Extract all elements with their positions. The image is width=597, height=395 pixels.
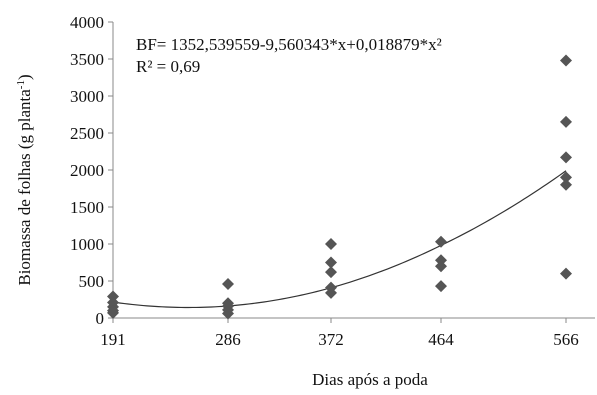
data-point bbox=[325, 256, 337, 269]
x-tick-label: 566 bbox=[553, 330, 579, 349]
data-point bbox=[435, 280, 447, 293]
y-axis-title-close: ) bbox=[15, 74, 34, 80]
x-axis-ticks: 191 286 372 464 566 bbox=[100, 318, 579, 349]
x-axis-title: Dias após a poda bbox=[312, 370, 428, 389]
x-tick-label: 286 bbox=[215, 330, 241, 349]
y-tick-label: 4000 bbox=[70, 13, 104, 32]
x-tick-label: 464 bbox=[428, 330, 454, 349]
y-tick-label: 3000 bbox=[70, 87, 104, 106]
data-points bbox=[107, 54, 572, 320]
data-point bbox=[435, 235, 447, 248]
r-squared-annotation: R² = 0,69 bbox=[136, 57, 200, 76]
x-tick-label: 372 bbox=[318, 330, 344, 349]
data-point bbox=[560, 178, 572, 191]
equation-annotation: BF= 1352,539559-9,560343*x+0,018879*x² bbox=[136, 35, 442, 54]
y-axis-title-superscript: -1 bbox=[15, 80, 27, 89]
data-point bbox=[222, 277, 234, 290]
trend-line bbox=[112, 170, 567, 309]
data-point bbox=[325, 238, 337, 250]
y-tick-label: 1500 bbox=[70, 198, 104, 217]
y-tick-label: 2000 bbox=[70, 161, 104, 180]
data-point bbox=[107, 306, 119, 319]
data-point bbox=[325, 266, 337, 279]
y-axis-ticks: 0 500 1000 1500 2000 2500 3000 3500 4000 bbox=[70, 13, 113, 328]
y-tick-label: 500 bbox=[79, 272, 105, 291]
x-tick-label: 191 bbox=[100, 330, 126, 349]
data-point bbox=[560, 267, 572, 280]
data-point bbox=[560, 171, 572, 184]
data-point bbox=[560, 151, 572, 164]
data-point bbox=[325, 286, 337, 299]
y-tick-label: 0 bbox=[96, 309, 105, 328]
data-point bbox=[222, 307, 234, 320]
y-tick-label: 2500 bbox=[70, 124, 104, 143]
data-point bbox=[435, 260, 447, 273]
y-tick-label: 3500 bbox=[70, 50, 104, 69]
data-point bbox=[560, 115, 572, 128]
data-point bbox=[560, 54, 572, 67]
y-axis-title: Biomassa de folhas (g planta-1) bbox=[15, 74, 34, 285]
y-axis-title-main: Biomassa de folhas (g planta bbox=[15, 89, 34, 286]
y-tick-label: 1000 bbox=[70, 235, 104, 254]
